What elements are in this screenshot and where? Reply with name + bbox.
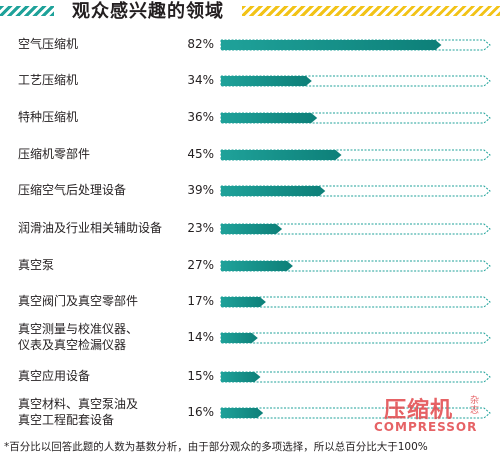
value-label: 39% (187, 183, 214, 197)
bar-track (220, 149, 491, 161)
bar (221, 224, 283, 234)
bar-outline (220, 371, 491, 383)
category-label: 真空应用设备 (18, 369, 91, 383)
category-label: 真空泵 (18, 258, 55, 272)
bar (221, 150, 342, 160)
category-label: 空气压缩机 (18, 37, 79, 51)
value-label: 36% (187, 110, 214, 124)
bar-track (220, 296, 491, 308)
bar (221, 261, 293, 271)
bar-track (220, 332, 491, 344)
value-label: 23% (187, 221, 214, 235)
footnote: *百分比以回答此题的人数为基数分析，由于部分观众的多项选择，所以总百分比大于10… (4, 441, 428, 453)
category-label: 压缩空气后处理设备 (18, 183, 127, 197)
bar-track (220, 223, 491, 235)
bar (221, 40, 442, 50)
bar (221, 408, 264, 418)
value-label: 15% (187, 369, 214, 383)
bar (221, 333, 258, 343)
value-label: 82% (187, 37, 214, 51)
category-label: 真空测量与校准仪器、 仪表及真空检漏仪器 (18, 322, 139, 352)
bar-track (220, 112, 491, 124)
magazine-watermark: 压缩机 杂志 COMPRESSOR (370, 392, 498, 440)
bar-track (220, 407, 491, 419)
bar-outline (220, 332, 491, 344)
value-label: 14% (187, 330, 214, 344)
watermark-side-text: 杂志 (470, 396, 480, 416)
category-label: 工艺压缩机 (18, 73, 79, 87)
bar-track (220, 185, 491, 197)
page-title: 观众感兴趣的领域 (55, 0, 241, 24)
bar-track (220, 75, 491, 87)
value-label: 27% (187, 258, 214, 272)
header-stripe-right (242, 6, 500, 16)
value-label: 16% (187, 405, 214, 419)
bar (221, 186, 326, 196)
category-label: 压缩机零部件 (18, 147, 91, 161)
bar (221, 113, 318, 123)
header-stripe-left (0, 6, 54, 16)
category-label: 真空阀门及真空零部件 (18, 294, 139, 308)
chart-header: 观众感兴趣的领域 (0, 0, 500, 28)
category-label: 润滑油及行业相关辅助设备 (18, 221, 163, 235)
watermark-en-text: COMPRESSOR (374, 420, 478, 434)
bar-track (220, 371, 491, 383)
value-label: 17% (187, 294, 214, 308)
value-label: 34% (187, 73, 214, 87)
bar (221, 76, 312, 86)
bar (221, 372, 261, 382)
category-label: 真空材料、真空泵油及 真空工程配套设备 (18, 397, 139, 427)
bar-track (220, 260, 491, 272)
bar-track (220, 39, 491, 51)
bar (221, 297, 266, 307)
watermark-cn-text: 压缩机 (384, 398, 454, 423)
value-label: 45% (187, 147, 214, 161)
category-label: 特种压缩机 (18, 110, 79, 124)
